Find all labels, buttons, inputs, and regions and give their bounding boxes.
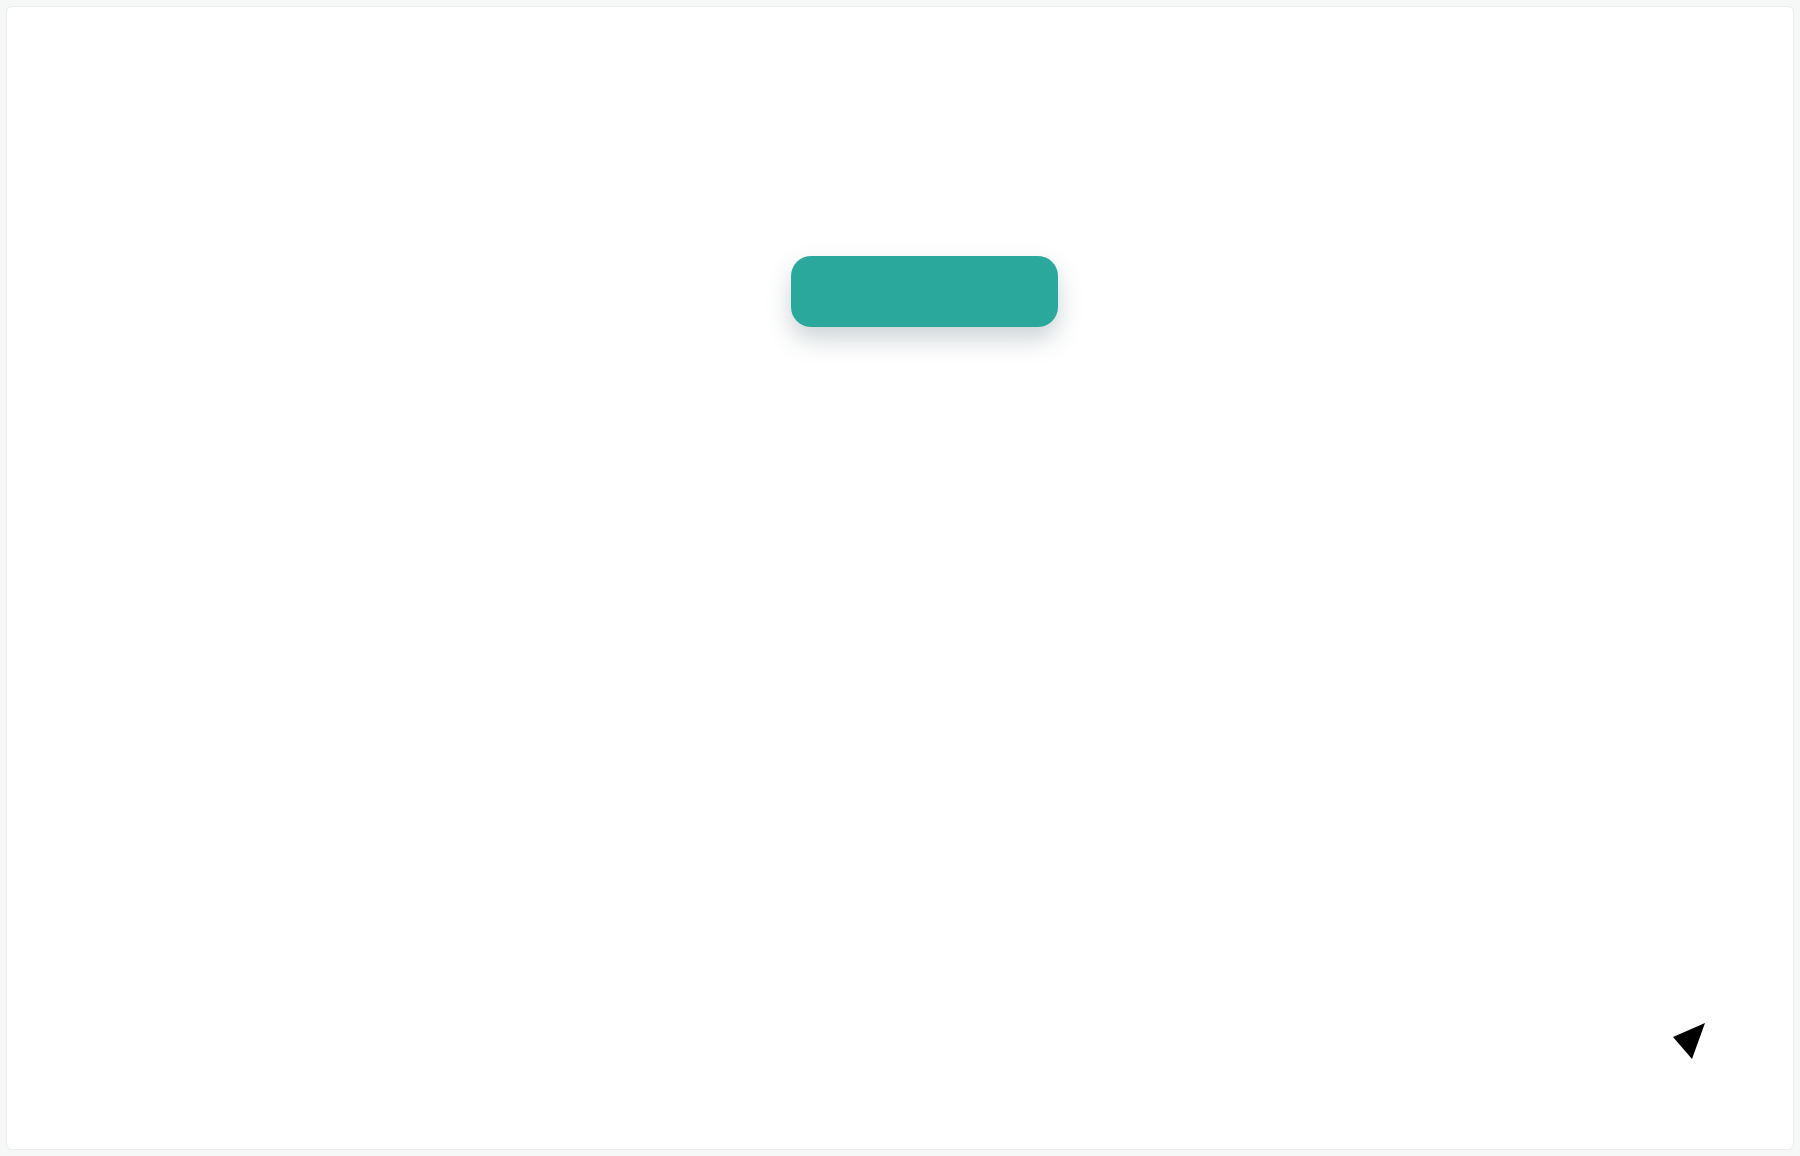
amr-logo [1505, 1017, 1715, 1103]
cagr-badge [791, 256, 1058, 327]
chart-card [6, 6, 1794, 1150]
bar-chart-plot [7, 7, 1793, 1149]
growth-arrow-icon [1673, 1023, 1705, 1059]
